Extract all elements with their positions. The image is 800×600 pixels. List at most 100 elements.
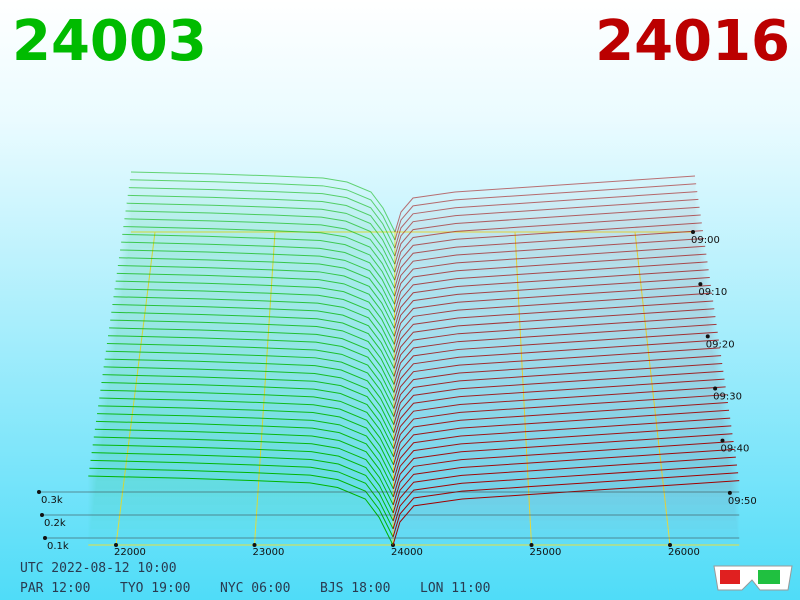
time-tick-label: 09:30 bbox=[713, 392, 742, 403]
x-tick-label: 24000 bbox=[391, 547, 423, 558]
bid-depth-line bbox=[93, 436, 394, 506]
ask-depth-line bbox=[393, 323, 717, 385]
bid-depth-line bbox=[118, 257, 395, 321]
ask-depth-line bbox=[392, 409, 730, 473]
ask-depth-line bbox=[393, 331, 718, 393]
tick-dot bbox=[43, 536, 47, 540]
tick-dot bbox=[668, 543, 672, 547]
bid-depth-line bbox=[106, 342, 395, 409]
tick-dot bbox=[705, 334, 710, 339]
bid-depth-line bbox=[107, 335, 395, 401]
tick-dot bbox=[252, 543, 257, 547]
bid-depth-line bbox=[110, 319, 395, 385]
bid-depth-line bbox=[121, 241, 395, 305]
city-time: LON 11:00 bbox=[420, 581, 490, 596]
ask-depth-line bbox=[393, 386, 726, 449]
x-tick-label: 22000 bbox=[114, 547, 146, 558]
ask-depth-line bbox=[392, 480, 740, 546]
bid-depth-line bbox=[97, 413, 394, 482]
bid-depth-line bbox=[125, 210, 396, 273]
ask-depth-line bbox=[393, 300, 714, 361]
ask-depth-line bbox=[392, 425, 732, 489]
ask-depth-line bbox=[394, 230, 703, 289]
ask-depth-line bbox=[393, 378, 725, 441]
ask-depth-line bbox=[394, 222, 702, 281]
ask-depth-line bbox=[393, 277, 710, 337]
grid-line bbox=[115, 231, 156, 546]
bid-depth-line bbox=[129, 179, 396, 241]
bid-depth-line bbox=[104, 358, 395, 425]
ask-depth-line bbox=[393, 269, 709, 329]
bid-depth-line bbox=[116, 272, 395, 337]
grid-line bbox=[634, 231, 671, 546]
ask-depth-line bbox=[392, 417, 731, 481]
ask-depth-line bbox=[393, 362, 723, 425]
bid-depth-line bbox=[109, 327, 395, 393]
x-tick-label: 26000 bbox=[668, 547, 700, 558]
tick-dot bbox=[713, 386, 718, 391]
ask-depth-line bbox=[393, 401, 728, 465]
ask-depth-line bbox=[393, 347, 720, 409]
grid-line bbox=[392, 231, 396, 546]
tick-dot bbox=[691, 230, 695, 234]
tick-dot bbox=[40, 513, 44, 517]
city-time: TYO 19:00 bbox=[120, 581, 190, 596]
ask-depth-line bbox=[394, 214, 701, 273]
bid-depth-line bbox=[128, 187, 396, 249]
bid-price: 24003 bbox=[12, 9, 207, 74]
bid-depth-line bbox=[115, 280, 395, 345]
bid-depth-line bbox=[112, 304, 395, 369]
ask-depth-line bbox=[393, 292, 713, 353]
ask-depth-line bbox=[393, 261, 708, 321]
ask-depth-line bbox=[394, 253, 707, 313]
z-tick-label: 0.2k bbox=[44, 518, 66, 529]
tick-dot bbox=[727, 490, 732, 495]
ask-depth-line bbox=[394, 206, 700, 265]
ask-depth-line bbox=[394, 245, 706, 305]
ask-depth-line bbox=[392, 448, 735, 514]
bid-depth-line bbox=[103, 366, 395, 433]
bid-depth-line bbox=[95, 420, 394, 490]
bid-depth-line bbox=[99, 397, 394, 465]
glasses-icon[interactable] bbox=[713, 565, 793, 591]
bid-depth-line bbox=[113, 296, 395, 361]
bid-depth-line bbox=[100, 389, 395, 457]
bid-depth-line bbox=[92, 444, 394, 514]
bid-depth-line bbox=[94, 428, 394, 498]
time-tick-label: 09:20 bbox=[706, 339, 735, 350]
ask-price: 24016 bbox=[595, 9, 790, 74]
ask-depth-line bbox=[394, 175, 696, 233]
bid-depth-line bbox=[89, 467, 394, 538]
ask-depth-line bbox=[393, 355, 722, 417]
bid-depth-line bbox=[91, 452, 394, 522]
bid-depth-line bbox=[111, 311, 395, 377]
ask-depth-line bbox=[393, 284, 711, 345]
ask-depth-line bbox=[392, 464, 738, 530]
bid-depth-line bbox=[88, 475, 394, 546]
ask-depth-line bbox=[393, 394, 727, 457]
ask-depth-line bbox=[393, 308, 715, 369]
ask-depth-line bbox=[394, 198, 699, 257]
bid-depth-line bbox=[98, 405, 394, 473]
bid-depth-line bbox=[124, 218, 396, 281]
bid-depth-line bbox=[117, 265, 395, 329]
ask-depth-line bbox=[392, 472, 739, 538]
grid-line bbox=[254, 231, 276, 546]
tick-dot bbox=[37, 490, 41, 494]
z-tick-label: 0.3k bbox=[41, 495, 63, 506]
bid-depth-line bbox=[130, 171, 396, 233]
z-tick-label: 0.1k bbox=[47, 541, 69, 552]
x-tick-label: 25000 bbox=[530, 547, 562, 558]
city-time: NYC 06:00 bbox=[220, 581, 290, 596]
ask-depth-line bbox=[394, 191, 698, 249]
bid-depth-line bbox=[102, 374, 395, 441]
ask-depth-line bbox=[392, 456, 736, 522]
time-tick-label: 09:00 bbox=[691, 235, 720, 246]
bid-depth-line bbox=[114, 288, 395, 353]
ask-depth-line bbox=[392, 441, 734, 506]
bid-depth-line bbox=[120, 249, 395, 313]
bid-depth-line bbox=[123, 226, 396, 289]
ask-depth-line bbox=[394, 183, 697, 241]
